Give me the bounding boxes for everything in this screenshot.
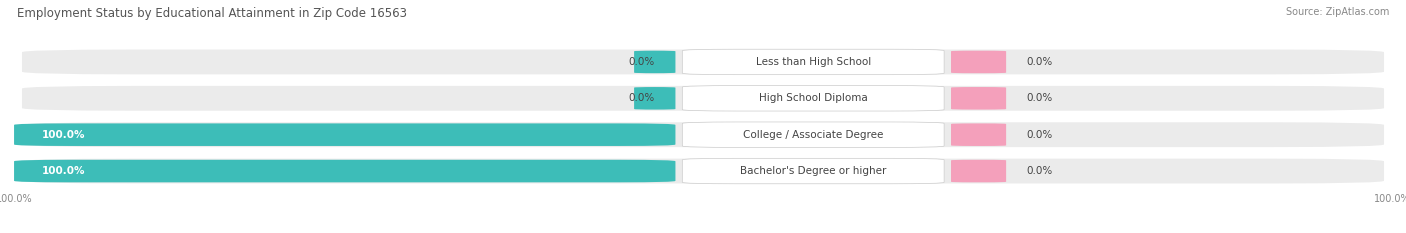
FancyBboxPatch shape (682, 49, 945, 75)
Text: 100.0%: 100.0% (42, 130, 86, 140)
Text: 100.0%: 100.0% (42, 166, 86, 176)
Text: College / Associate Degree: College / Associate Degree (742, 130, 883, 140)
FancyBboxPatch shape (21, 121, 1385, 148)
Text: 0.0%: 0.0% (1026, 93, 1053, 103)
FancyBboxPatch shape (14, 160, 675, 182)
FancyBboxPatch shape (682, 122, 945, 147)
FancyBboxPatch shape (682, 86, 945, 111)
FancyBboxPatch shape (950, 123, 1007, 146)
FancyBboxPatch shape (950, 160, 1007, 182)
Text: 0.0%: 0.0% (1026, 166, 1053, 176)
Text: Employment Status by Educational Attainment in Zip Code 16563: Employment Status by Educational Attainm… (17, 7, 406, 20)
FancyBboxPatch shape (634, 51, 675, 73)
Text: Less than High School: Less than High School (755, 57, 870, 67)
Text: 0.0%: 0.0% (1026, 130, 1053, 140)
Text: 0.0%: 0.0% (1026, 57, 1053, 67)
FancyBboxPatch shape (682, 158, 945, 184)
FancyBboxPatch shape (950, 87, 1007, 110)
FancyBboxPatch shape (14, 123, 675, 146)
FancyBboxPatch shape (634, 87, 675, 110)
FancyBboxPatch shape (21, 85, 1385, 112)
FancyBboxPatch shape (21, 158, 1385, 185)
Text: 0.0%: 0.0% (628, 57, 655, 67)
Text: Source: ZipAtlas.com: Source: ZipAtlas.com (1285, 7, 1389, 17)
FancyBboxPatch shape (21, 48, 1385, 75)
Text: 0.0%: 0.0% (628, 93, 655, 103)
Text: Bachelor's Degree or higher: Bachelor's Degree or higher (740, 166, 886, 176)
Text: High School Diploma: High School Diploma (759, 93, 868, 103)
FancyBboxPatch shape (950, 51, 1007, 73)
